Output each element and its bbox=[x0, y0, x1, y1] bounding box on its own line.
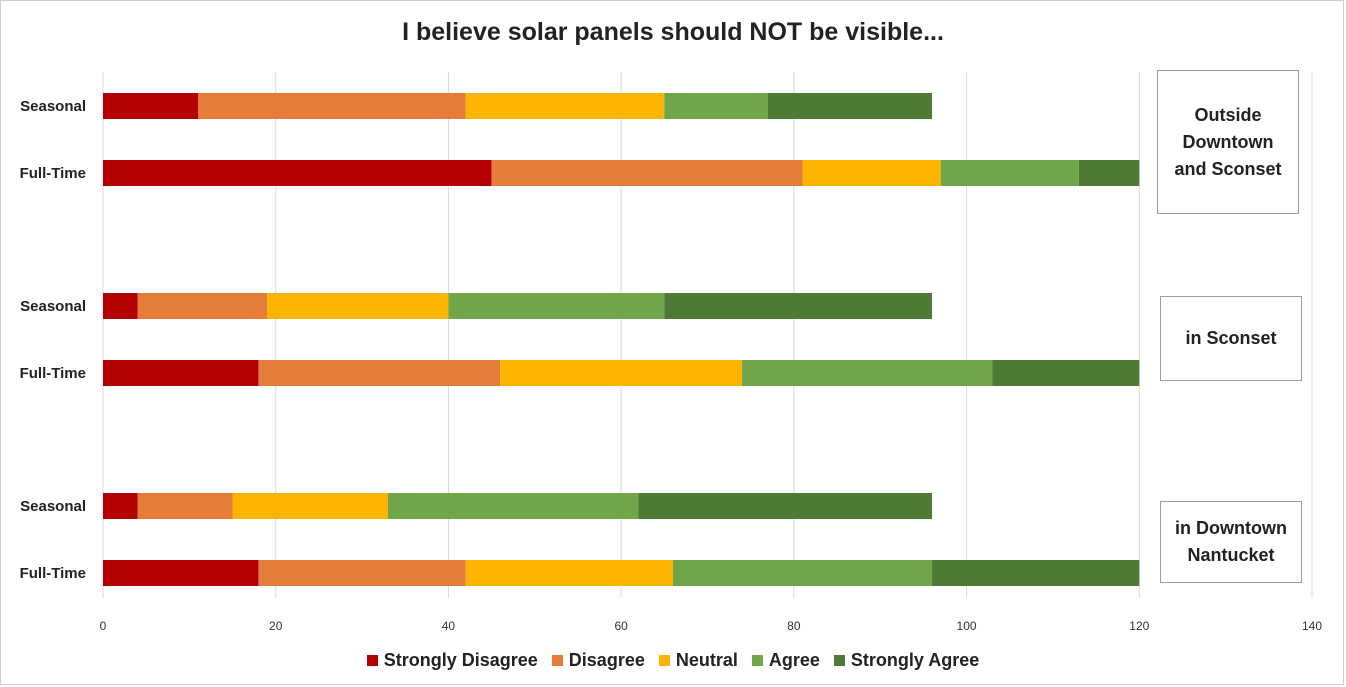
bar-segment bbox=[638, 493, 933, 519]
legend-label: Neutral bbox=[675, 650, 738, 670]
category-label: Seasonal bbox=[20, 298, 86, 315]
bar-segment bbox=[940, 160, 1079, 186]
chart-title: I believe solar panels should NOT be vis… bbox=[402, 18, 944, 46]
bar-segment bbox=[500, 360, 743, 386]
legend-label: Agree bbox=[768, 650, 820, 670]
legend-swatch bbox=[751, 655, 763, 666]
legend-swatch bbox=[658, 655, 670, 666]
bar-segment bbox=[992, 360, 1140, 386]
legend-item: Strongly Agree bbox=[833, 650, 980, 671]
bar-segment bbox=[742, 360, 993, 386]
bar-segment bbox=[103, 493, 138, 519]
bar-segment bbox=[387, 493, 639, 519]
x-tick-label: 60 bbox=[614, 619, 628, 633]
legend-item: Disagree bbox=[551, 650, 645, 671]
bar-segment bbox=[448, 293, 665, 319]
bar-segment bbox=[767, 93, 933, 119]
group-label-box: in Downtown Nantucket bbox=[1160, 501, 1302, 583]
x-tick-label: 120 bbox=[1129, 619, 1149, 633]
group-label-box: Outside Downtown and Sconset bbox=[1157, 70, 1299, 214]
x-tick-label: 80 bbox=[787, 619, 801, 633]
bar-segment bbox=[267, 293, 449, 319]
x-tick-label: 40 bbox=[442, 619, 456, 633]
bar-segment bbox=[672, 560, 933, 586]
bar-segment bbox=[103, 560, 259, 586]
legend-label: Strongly Disagree bbox=[383, 650, 538, 670]
category-label: Full-Time bbox=[20, 565, 86, 582]
category-label: Full-Time bbox=[20, 165, 86, 182]
legend-swatch bbox=[366, 655, 378, 666]
bar-segment bbox=[465, 560, 673, 586]
bar-segment bbox=[137, 293, 268, 319]
bar-segment bbox=[258, 560, 466, 586]
bar-segment bbox=[932, 560, 1140, 586]
legend-item: Neutral bbox=[658, 650, 738, 671]
bar-segment bbox=[664, 293, 933, 319]
bar-segment bbox=[103, 93, 198, 119]
bar-segment bbox=[258, 360, 501, 386]
bar-segment bbox=[103, 293, 138, 319]
legend-item: Strongly Disagree bbox=[366, 650, 538, 671]
legend-label: Disagree bbox=[568, 650, 645, 670]
x-tick-label: 20 bbox=[269, 619, 283, 633]
group-label-box: in Sconset bbox=[1160, 296, 1302, 381]
bar-segment bbox=[103, 360, 259, 386]
x-tick-label: 140 bbox=[1302, 619, 1322, 633]
legend-item: Agree bbox=[751, 650, 820, 671]
category-label: Seasonal bbox=[20, 498, 86, 515]
bar-segment bbox=[103, 160, 492, 186]
x-tick-label: 0 bbox=[100, 619, 107, 633]
category-label: Seasonal bbox=[20, 98, 86, 115]
bar-segment bbox=[802, 160, 941, 186]
bar-segment bbox=[491, 160, 803, 186]
legend-swatch bbox=[833, 655, 845, 666]
x-tick-label: 100 bbox=[957, 619, 977, 633]
bar-segment bbox=[664, 93, 768, 119]
legend-label: Strongly Agree bbox=[850, 650, 980, 670]
bar-segment bbox=[1078, 160, 1140, 186]
category-label: Full-Time bbox=[20, 365, 86, 382]
legend-swatch bbox=[551, 655, 563, 666]
bar-segment bbox=[137, 493, 233, 519]
bar-segment bbox=[465, 93, 665, 119]
bar-segment bbox=[197, 93, 466, 119]
bar-segment bbox=[232, 493, 388, 519]
legend: Strongly Disagree Disagree Neutral Agree Str… bbox=[0, 650, 1346, 671]
